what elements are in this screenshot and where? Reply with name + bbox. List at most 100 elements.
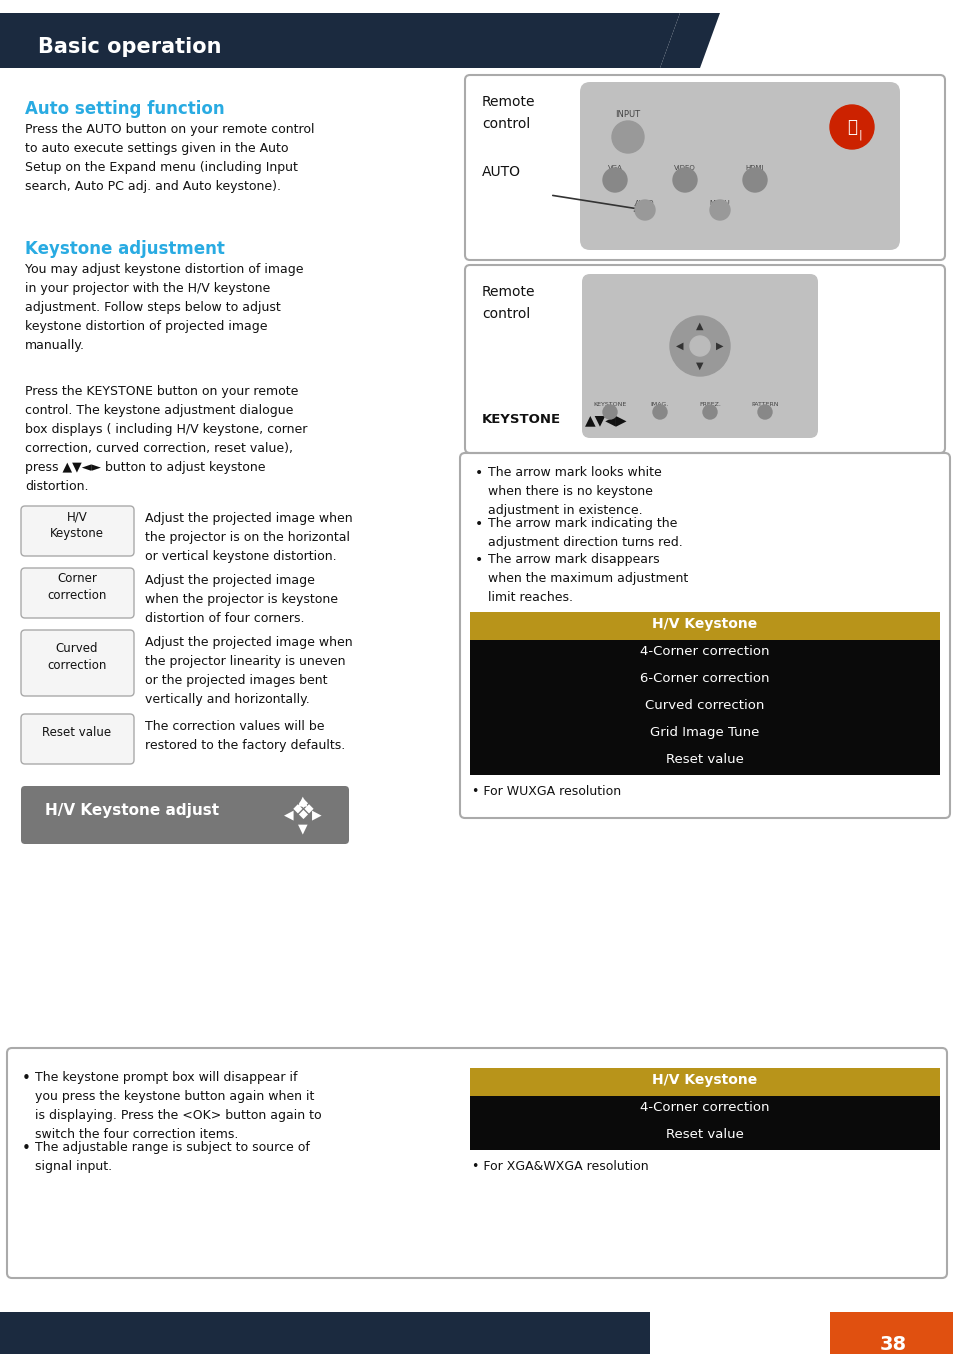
Circle shape: [612, 121, 643, 153]
FancyBboxPatch shape: [21, 787, 349, 844]
Circle shape: [689, 336, 709, 356]
Text: FREEZ.: FREEZ.: [699, 402, 720, 408]
Text: H/V Keystone: H/V Keystone: [652, 1072, 757, 1087]
FancyBboxPatch shape: [21, 506, 133, 556]
Text: Grid Image Tune: Grid Image Tune: [650, 726, 759, 739]
Text: Keystone adjustment: Keystone adjustment: [25, 240, 225, 259]
Text: Reset value: Reset value: [665, 1128, 743, 1141]
Text: Auto setting function: Auto setting function: [25, 100, 224, 118]
Bar: [0, 1312, 649, 1354]
Text: VGA: VGA: [607, 165, 621, 171]
FancyBboxPatch shape: [21, 630, 133, 696]
Text: Reset value: Reset value: [42, 727, 112, 739]
Text: •: •: [475, 552, 483, 567]
Text: The arrow mark looks white
when there is no keystone
adjustment in existence.: The arrow mark looks white when there is…: [488, 466, 661, 517]
Text: •: •: [22, 1071, 30, 1086]
Text: •: •: [475, 517, 483, 531]
Text: • For XGA&WXGA resolution: • For XGA&WXGA resolution: [472, 1160, 648, 1173]
Text: Corner
correction: Corner correction: [48, 571, 107, 603]
Text: PATTERN: PATTERN: [750, 402, 778, 408]
Text: HDMI: HDMI: [745, 165, 763, 171]
Text: ◀: ◀: [676, 341, 683, 351]
Text: Press the AUTO button on your remote control
to auto execute settings given in t: Press the AUTO button on your remote con…: [25, 123, 314, 194]
FancyBboxPatch shape: [464, 74, 944, 260]
Text: Adjust the projected image when
the projector is on the horizontal
or vertical k: Adjust the projected image when the proj…: [145, 512, 353, 563]
FancyBboxPatch shape: [464, 265, 944, 454]
Text: Remote
control: Remote control: [481, 284, 535, 321]
Bar: [470, 1095, 939, 1122]
Text: ⏻: ⏻: [846, 118, 856, 135]
Text: INPUT: INPUT: [615, 110, 639, 119]
Text: ▼: ▼: [298, 822, 308, 835]
Text: •: •: [22, 1141, 30, 1156]
Text: 4-Corner correction: 4-Corner correction: [639, 1101, 769, 1114]
Bar: [470, 720, 939, 747]
Text: 38: 38: [879, 1335, 905, 1354]
Text: Reset value: Reset value: [665, 753, 743, 766]
Text: The arrow mark indicating the
adjustment direction turns red.: The arrow mark indicating the adjustment…: [488, 517, 682, 548]
Circle shape: [742, 168, 766, 192]
Text: AUTO: AUTO: [481, 165, 520, 179]
Text: Remote
control: Remote control: [481, 95, 535, 131]
Text: ▼: ▼: [696, 362, 703, 371]
Circle shape: [758, 405, 771, 418]
Circle shape: [652, 405, 666, 418]
Text: ▲: ▲: [298, 795, 308, 807]
Text: Press the KEYSTONE button on your remote
control. The keystone adjustment dialog: Press the KEYSTONE button on your remote…: [25, 385, 307, 493]
Text: You may adjust keystone distortion of image
in your projector with the H/V keyst: You may adjust keystone distortion of im…: [25, 263, 303, 352]
Text: H/V Keystone adjust: H/V Keystone adjust: [45, 803, 219, 818]
FancyBboxPatch shape: [581, 274, 817, 437]
Text: H/V
Keystone: H/V Keystone: [50, 510, 104, 540]
Text: VIDEO: VIDEO: [674, 165, 695, 171]
Text: MENU: MENU: [709, 200, 730, 206]
Text: www.infocus.com: www.infocus.com: [681, 1338, 797, 1350]
FancyBboxPatch shape: [21, 567, 133, 617]
Text: • For WUXGA resolution: • For WUXGA resolution: [472, 785, 620, 798]
Circle shape: [672, 168, 697, 192]
Text: H/V Keystone: H/V Keystone: [652, 617, 757, 631]
Text: |: |: [858, 130, 861, 141]
Text: KEYSTONE: KEYSTONE: [481, 413, 560, 427]
Text: The arrow mark disappears
when the maximum adjustment
limit reaches.: The arrow mark disappears when the maxim…: [488, 552, 687, 604]
Bar: [470, 1068, 939, 1095]
Text: AUTO: AUTO: [635, 200, 654, 206]
Text: ▶: ▶: [716, 341, 723, 351]
Circle shape: [602, 168, 626, 192]
Circle shape: [602, 405, 617, 418]
Text: •: •: [475, 466, 483, 481]
Text: Adjust the projected image when
the projector linearity is uneven
or the project: Adjust the projected image when the proj…: [145, 636, 353, 705]
Circle shape: [709, 200, 729, 219]
Bar: [470, 747, 939, 774]
Text: 6-Corner correction: 6-Corner correction: [639, 672, 769, 685]
Text: ▲▼◀▶: ▲▼◀▶: [584, 413, 627, 427]
Text: The adjustable range is subject to source of
signal input.: The adjustable range is subject to sourc…: [35, 1141, 310, 1173]
Bar: [470, 668, 939, 695]
Text: Adjust the projected image
when the projector is keystone
distortion of four cor: Adjust the projected image when the proj…: [145, 574, 337, 626]
Circle shape: [669, 315, 729, 376]
Text: ▲: ▲: [696, 321, 703, 330]
Text: KEYSTONE: KEYSTONE: [593, 402, 626, 408]
Circle shape: [635, 200, 655, 219]
Polygon shape: [0, 14, 679, 68]
Text: Curved correction: Curved correction: [644, 699, 764, 712]
Circle shape: [702, 405, 717, 418]
Text: IMAG.: IMAG.: [650, 402, 668, 408]
Bar: [470, 640, 939, 668]
Bar: [470, 612, 939, 640]
Bar: [470, 695, 939, 720]
Circle shape: [829, 106, 873, 149]
FancyBboxPatch shape: [579, 83, 899, 250]
Polygon shape: [659, 14, 720, 68]
Text: ◀: ◀: [284, 808, 294, 822]
Text: Basic operation: Basic operation: [38, 37, 221, 57]
Text: ▶: ▶: [312, 808, 321, 822]
Bar: [470, 1122, 939, 1150]
Text: The keystone prompt box will disappear if
you press the keystone button again wh: The keystone prompt box will disappear i…: [35, 1071, 321, 1141]
Text: ❖: ❖: [291, 798, 315, 825]
Text: 4-Corner correction: 4-Corner correction: [639, 645, 769, 658]
FancyBboxPatch shape: [21, 714, 133, 764]
Text: Curved
correction: Curved correction: [48, 642, 107, 672]
Bar: [829, 1312, 953, 1354]
Text: The correction values will be
restored to the factory defaults.: The correction values will be restored t…: [145, 720, 345, 751]
FancyBboxPatch shape: [7, 1048, 946, 1278]
